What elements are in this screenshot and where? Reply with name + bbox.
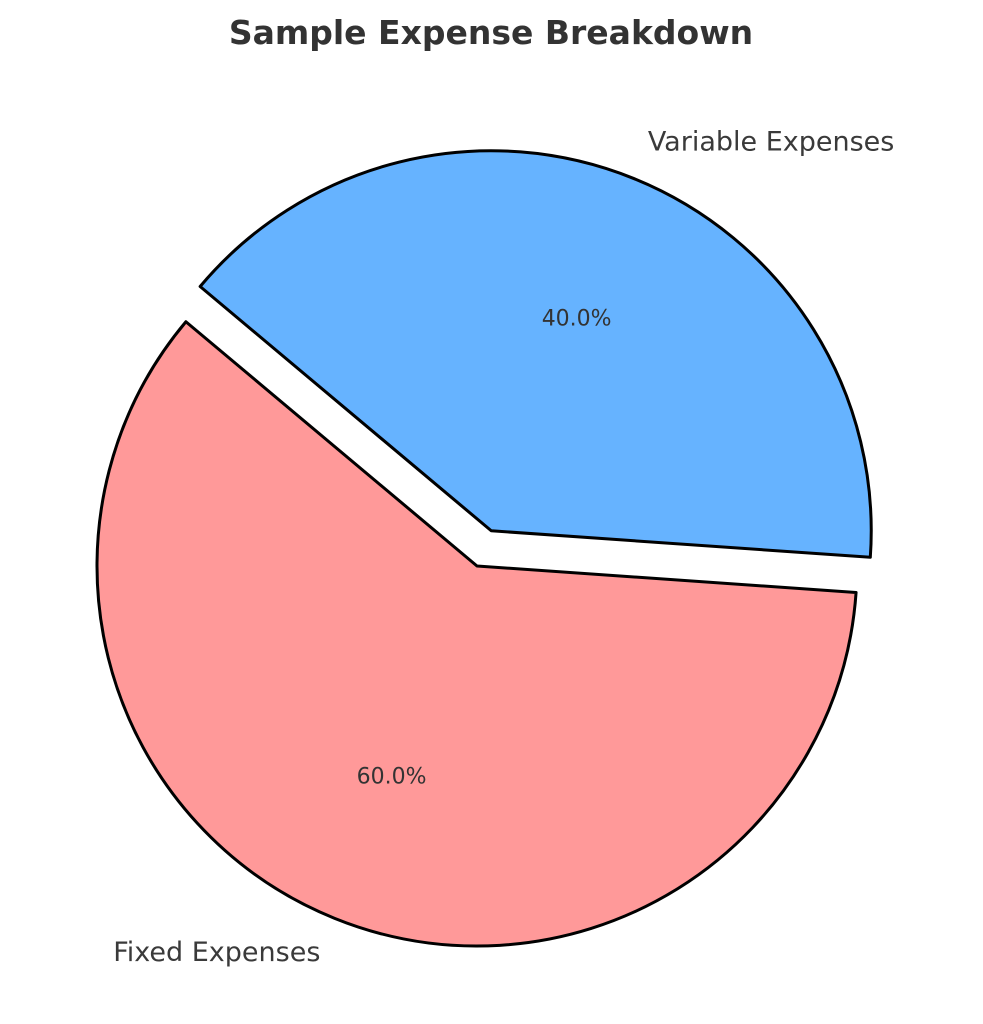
pie-slice-fixed-expenses xyxy=(95,320,858,948)
chart-title: Sample Expense Breakdown xyxy=(229,13,753,52)
pie-slice-variable-expenses xyxy=(198,149,873,559)
percent-label-fixed-expenses: 60.0% xyxy=(357,764,427,789)
slice-label-fixed-expenses: Fixed Expenses xyxy=(113,937,320,968)
percent-label-variable-expenses: 40.0% xyxy=(542,306,612,331)
slice-label-variable-expenses: Variable Expenses xyxy=(648,127,895,158)
slices-layer xyxy=(95,149,873,948)
labels-layer: Fixed Expenses 60.0% Variable Expenses 40.0… xyxy=(113,127,894,968)
